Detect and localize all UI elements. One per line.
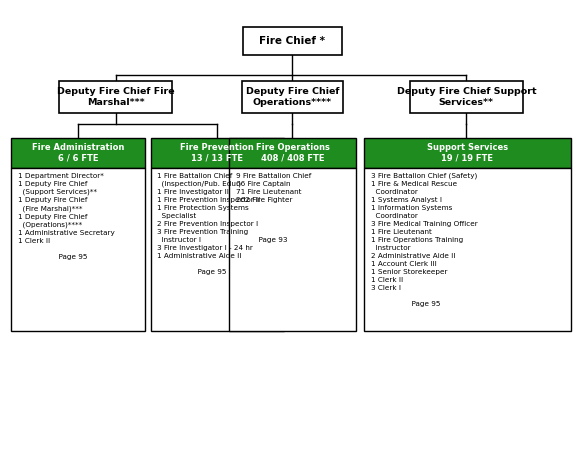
FancyBboxPatch shape	[12, 137, 144, 168]
Text: 3 Fire Battalion Chief (Safety)
1 Fire & Medical Rescue
  Coordinator
1 Systems : 3 Fire Battalion Chief (Safety) 1 Fire &…	[371, 172, 477, 307]
FancyBboxPatch shape	[150, 168, 284, 331]
Text: Fire Chief *: Fire Chief *	[260, 36, 325, 46]
Text: Support Services
19 / 19 FTE: Support Services 19 / 19 FTE	[427, 143, 508, 162]
Text: Fire Administration
6 / 6 FTE: Fire Administration 6 / 6 FTE	[32, 143, 124, 162]
FancyBboxPatch shape	[242, 81, 343, 113]
FancyBboxPatch shape	[12, 168, 144, 331]
FancyBboxPatch shape	[59, 81, 172, 113]
FancyBboxPatch shape	[364, 137, 571, 168]
Text: 1 Department Director*
1 Deputy Fire Chief
  (Support Services)**
1 Deputy Fire : 1 Department Director* 1 Deputy Fire Chi…	[18, 172, 115, 260]
Text: Deputy Fire Chief
Operations****: Deputy Fire Chief Operations****	[246, 87, 339, 107]
FancyBboxPatch shape	[229, 168, 356, 331]
Text: Deputy Fire Chief Support
Services**: Deputy Fire Chief Support Services**	[397, 87, 536, 107]
FancyBboxPatch shape	[243, 27, 342, 55]
FancyBboxPatch shape	[150, 137, 284, 168]
Text: Fire Prevention
13 / 13 FTE: Fire Prevention 13 / 13 FTE	[180, 143, 254, 162]
Text: 1 Fire Battalion Chief
  (Inspection/Pub. Edu.)
1 Fire Investigator II
1 Fire Pr: 1 Fire Battalion Chief (Inspection/Pub. …	[157, 172, 261, 275]
FancyBboxPatch shape	[229, 137, 356, 168]
FancyBboxPatch shape	[364, 168, 571, 331]
Text: Deputy Fire Chief Fire
Marshal***: Deputy Fire Chief Fire Marshal***	[57, 87, 174, 107]
FancyBboxPatch shape	[410, 81, 523, 113]
Text: 9 Fire Battalion Chief
66 Fire Captain
71 Fire Lieutenant
262 Fire Fighter




 : 9 Fire Battalion Chief 66 Fire Captain 7…	[236, 172, 311, 243]
Text: Fire Operations
408 / 408 FTE: Fire Operations 408 / 408 FTE	[256, 143, 329, 162]
